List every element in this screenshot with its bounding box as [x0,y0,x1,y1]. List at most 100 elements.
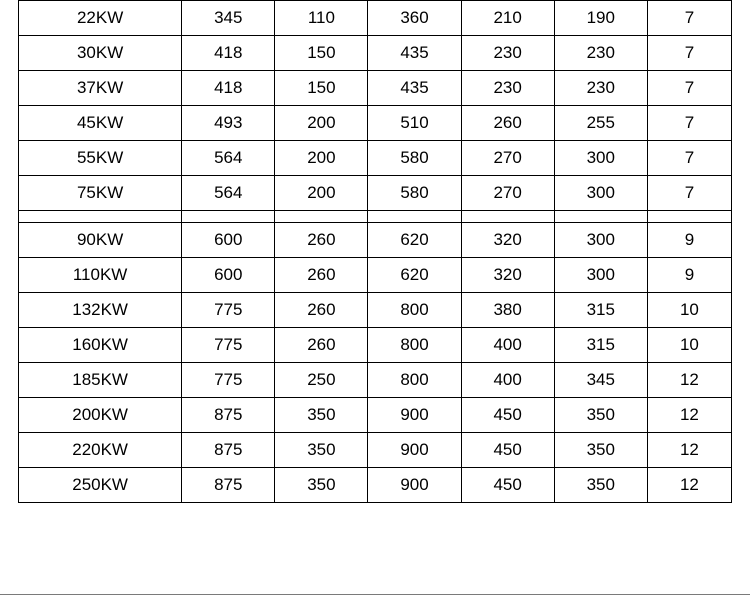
table-cell: 260 [275,258,368,293]
table-cell: 230 [461,71,554,106]
table-cell: 418 [182,36,275,71]
table-cell: 7 [647,71,731,106]
table-gap-cell [19,211,182,223]
table-gap-cell [182,211,275,223]
table-cell: 400 [461,363,554,398]
table-cell: 300 [554,223,647,258]
table-cell: 7 [647,176,731,211]
table-gap-cell [275,211,368,223]
table-cell: 300 [554,176,647,211]
table-cell: 435 [368,36,461,71]
table-row: 90KW6002606203203009 [19,223,732,258]
table-cell: 350 [554,468,647,503]
spec-table: 22KW345110360210190730KW4181504352302307… [18,0,732,503]
table-cell: 320 [461,258,554,293]
table-cell: 37KW [19,71,182,106]
table-cell: 620 [368,258,461,293]
table-row: 200KW87535090045035012 [19,398,732,433]
table-cell: 200 [275,106,368,141]
table-cell: 132KW [19,293,182,328]
table-cell: 775 [182,328,275,363]
bottom-divider [0,594,750,595]
table-cell: 270 [461,141,554,176]
table-cell: 418 [182,71,275,106]
spec-table-body: 22KW345110360210190730KW4181504352302307… [19,1,732,503]
table-cell: 9 [647,258,731,293]
table-cell: 230 [554,36,647,71]
table-cell: 220KW [19,433,182,468]
table-cell: 400 [461,328,554,363]
table-cell: 900 [368,398,461,433]
table-cell: 350 [554,433,647,468]
table-cell: 580 [368,141,461,176]
table-gap-cell [554,211,647,223]
table-cell: 775 [182,293,275,328]
table-cell: 260 [275,328,368,363]
table-row: 30KW4181504352302307 [19,36,732,71]
table-cell: 30KW [19,36,182,71]
table-cell: 255 [554,106,647,141]
table-cell: 45KW [19,106,182,141]
table-cell: 350 [554,398,647,433]
table-cell: 7 [647,141,731,176]
table-cell: 350 [275,398,368,433]
table-row: 250KW87535090045035012 [19,468,732,503]
table-cell: 350 [275,468,368,503]
table-gap-cell [368,211,461,223]
table-cell: 300 [554,141,647,176]
table-cell: 360 [368,1,461,36]
table-gap-row [19,211,732,223]
table-row: 160KW77526080040031510 [19,328,732,363]
table-cell: 875 [182,433,275,468]
table-cell: 800 [368,363,461,398]
table-row: 220KW87535090045035012 [19,433,732,468]
table-cell: 600 [182,258,275,293]
table-row: 132KW77526080038031510 [19,293,732,328]
table-cell: 315 [554,293,647,328]
table-cell: 10 [647,328,731,363]
table-cell: 230 [554,71,647,106]
table-cell: 12 [647,363,731,398]
table-cell: 110KW [19,258,182,293]
table-cell: 875 [182,398,275,433]
table-gap-cell [647,211,731,223]
table-cell: 380 [461,293,554,328]
table-cell: 160KW [19,328,182,363]
table-cell: 315 [554,328,647,363]
table-cell: 493 [182,106,275,141]
table-cell: 580 [368,176,461,211]
table-cell: 200KW [19,398,182,433]
table-cell: 800 [368,293,461,328]
table-cell: 345 [554,363,647,398]
table-cell: 9 [647,223,731,258]
table-cell: 564 [182,176,275,211]
table-cell: 210 [461,1,554,36]
table-cell: 450 [461,433,554,468]
table-cell: 150 [275,36,368,71]
table-cell: 200 [275,176,368,211]
table-cell: 55KW [19,141,182,176]
table-cell: 510 [368,106,461,141]
table-cell: 270 [461,176,554,211]
table-cell: 900 [368,433,461,468]
table-cell: 620 [368,223,461,258]
table-row: 45KW4932005102602557 [19,106,732,141]
table-cell: 564 [182,141,275,176]
table-cell: 800 [368,328,461,363]
table-cell: 260 [275,223,368,258]
table-cell: 12 [647,398,731,433]
table-cell: 90KW [19,223,182,258]
table-cell: 875 [182,468,275,503]
table-cell: 450 [461,468,554,503]
spec-table-container: 22KW345110360210190730KW4181504352302307… [0,0,750,503]
table-cell: 10 [647,293,731,328]
table-cell: 75KW [19,176,182,211]
table-cell: 12 [647,468,731,503]
table-gap-cell [461,211,554,223]
table-cell: 260 [275,293,368,328]
table-cell: 450 [461,398,554,433]
table-cell: 190 [554,1,647,36]
table-cell: 185KW [19,363,182,398]
table-cell: 7 [647,106,731,141]
table-cell: 320 [461,223,554,258]
